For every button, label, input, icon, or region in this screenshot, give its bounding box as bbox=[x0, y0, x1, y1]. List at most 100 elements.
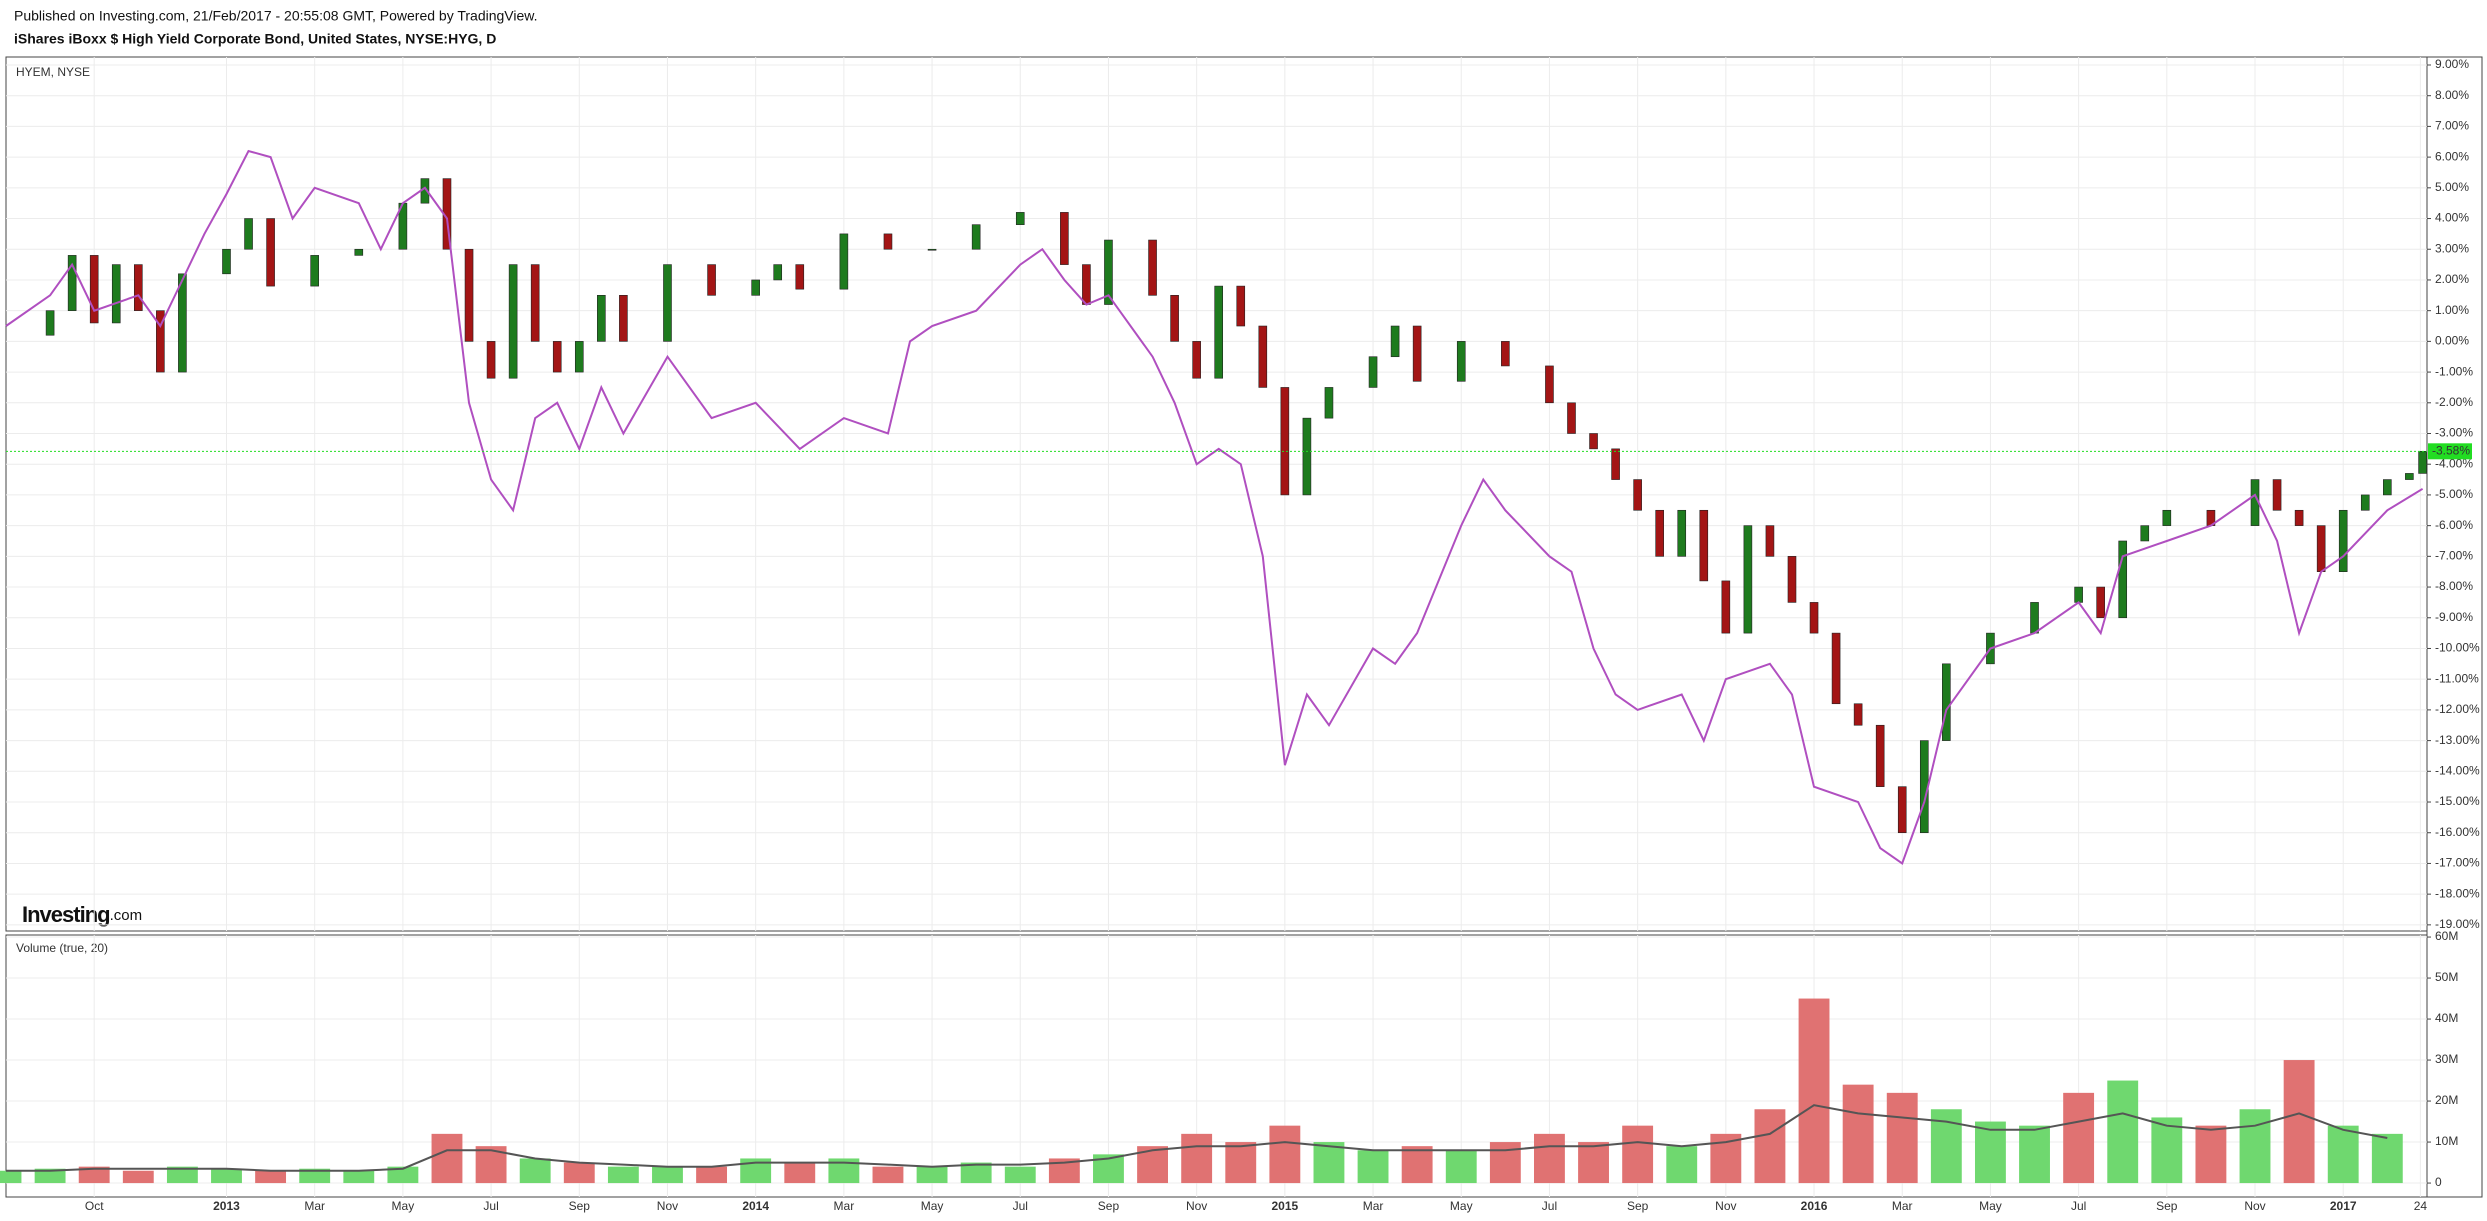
volume-bar bbox=[387, 1166, 419, 1184]
candle bbox=[1875, 724, 1885, 787]
candle bbox=[1655, 509, 1664, 557]
y-tick-label: 0.00% bbox=[2435, 334, 2469, 348]
candle bbox=[1567, 402, 1576, 434]
y-tick-label: 50M bbox=[2435, 970, 2458, 984]
candle bbox=[1633, 479, 1642, 511]
volume-bar bbox=[1225, 1142, 1257, 1184]
candle bbox=[1192, 341, 1201, 379]
volume-bar bbox=[0, 1170, 22, 1184]
y-tick-label: -15.00% bbox=[2435, 794, 2480, 808]
candle bbox=[486, 341, 496, 379]
x-tick-label: May bbox=[392, 1199, 415, 1213]
x-tick-label: 2013 bbox=[213, 1199, 240, 1213]
candle bbox=[597, 295, 606, 342]
candle bbox=[178, 273, 187, 373]
volume-bar bbox=[1886, 1092, 1918, 1184]
volume-bar bbox=[34, 1168, 66, 1184]
y-tick-label: 3.00% bbox=[2435, 241, 2469, 255]
volume-bar bbox=[652, 1166, 683, 1184]
candle bbox=[310, 255, 319, 287]
y-tick-label: 1.00% bbox=[2435, 303, 2469, 317]
volume-bar bbox=[1534, 1133, 1565, 1184]
x-tick-label: 24 bbox=[2414, 1199, 2428, 1213]
candle bbox=[2030, 602, 2039, 634]
candle bbox=[883, 233, 893, 250]
volume-bar bbox=[2019, 1125, 2050, 1184]
volume-bar bbox=[1357, 1150, 1389, 1184]
volume-bar bbox=[607, 1166, 639, 1184]
y-tick-label: 0 bbox=[2435, 1175, 2442, 1189]
volume-bar bbox=[784, 1162, 816, 1184]
last-value-box bbox=[2428, 443, 2472, 460]
y-tick-label: -16.00% bbox=[2435, 825, 2480, 839]
x-tick-label: Sep bbox=[2156, 1199, 2178, 1213]
candle bbox=[1677, 509, 1687, 557]
x-tick-label: Mar bbox=[1892, 1199, 1913, 1213]
volume-bar bbox=[343, 1170, 375, 1184]
x-tick-label: 2014 bbox=[742, 1199, 769, 1213]
y-tick-label: 4.00% bbox=[2435, 211, 2469, 225]
volume-bar bbox=[2063, 1092, 2095, 1184]
volume-bar bbox=[872, 1166, 904, 1184]
published-note: Published on Investing.com, 21/Feb/2017 … bbox=[14, 8, 538, 24]
volume-bar bbox=[1622, 1125, 1654, 1184]
y-tick-label: 20M bbox=[2435, 1093, 2458, 1107]
x-tick-label: Jul bbox=[2071, 1199, 2086, 1213]
y-tick-label: -17.00% bbox=[2435, 856, 2480, 870]
x-tick-label: Mar bbox=[1363, 1199, 1384, 1213]
x-tick-label: Sep bbox=[1098, 1199, 1120, 1213]
candle bbox=[111, 264, 121, 324]
candle bbox=[663, 264, 672, 342]
y-tick-label: 5.00% bbox=[2435, 180, 2469, 194]
y-tick-label: 7.00% bbox=[2435, 119, 2469, 133]
volume-bar bbox=[1974, 1121, 2006, 1184]
y-tick-label: 10M bbox=[2435, 1134, 2458, 1148]
candle bbox=[574, 341, 584, 373]
candle bbox=[773, 264, 783, 281]
candle bbox=[1148, 239, 1157, 296]
volume-bar bbox=[1181, 1133, 1213, 1184]
candle bbox=[751, 279, 760, 296]
volume-bar bbox=[1666, 1146, 1698, 1184]
candle bbox=[1942, 663, 1951, 741]
candle bbox=[89, 255, 99, 324]
candle bbox=[2074, 586, 2083, 603]
candle bbox=[222, 248, 231, 275]
y-tick-label: 2.00% bbox=[2435, 272, 2469, 286]
candle bbox=[619, 295, 628, 342]
volume-bar bbox=[1754, 1109, 1786, 1184]
candle bbox=[1368, 356, 1378, 388]
candle bbox=[1699, 509, 1709, 582]
candle bbox=[1721, 580, 1731, 634]
candle bbox=[156, 310, 165, 373]
volume-bar bbox=[2371, 1133, 2403, 1184]
y-tick-label: -1.00% bbox=[2435, 364, 2473, 378]
candle bbox=[2140, 525, 2150, 542]
candle bbox=[1589, 433, 1598, 450]
candle bbox=[2316, 525, 2326, 572]
candle bbox=[2405, 473, 2414, 480]
volume-bar bbox=[431, 1133, 463, 1184]
volume-bar bbox=[211, 1168, 242, 1184]
line-series bbox=[6, 1104, 2388, 1172]
candle bbox=[1104, 239, 1113, 305]
y-tick-label: 60M bbox=[2435, 929, 2458, 943]
x-tick-label: Jul bbox=[1013, 1199, 1028, 1213]
y-tick-label: 8.00% bbox=[2435, 88, 2469, 102]
candle bbox=[1456, 341, 1466, 382]
volume-bar bbox=[2239, 1109, 2271, 1184]
x-tick-label: May bbox=[921, 1199, 944, 1213]
candle bbox=[1831, 632, 1841, 705]
y-tick-label: -14.00% bbox=[2435, 763, 2480, 777]
volume-bar bbox=[960, 1162, 992, 1184]
y-tick-label: -18.00% bbox=[2435, 886, 2480, 900]
candle bbox=[1611, 448, 1620, 480]
last-value-label: -3.58% bbox=[2432, 443, 2470, 457]
candle bbox=[67, 255, 77, 311]
candle bbox=[1853, 703, 1863, 726]
candle bbox=[1214, 285, 1224, 379]
volume-bar bbox=[1798, 998, 1830, 1184]
y-tick-label: -3.00% bbox=[2435, 426, 2473, 440]
candle bbox=[927, 248, 937, 251]
candle bbox=[1258, 325, 1268, 388]
